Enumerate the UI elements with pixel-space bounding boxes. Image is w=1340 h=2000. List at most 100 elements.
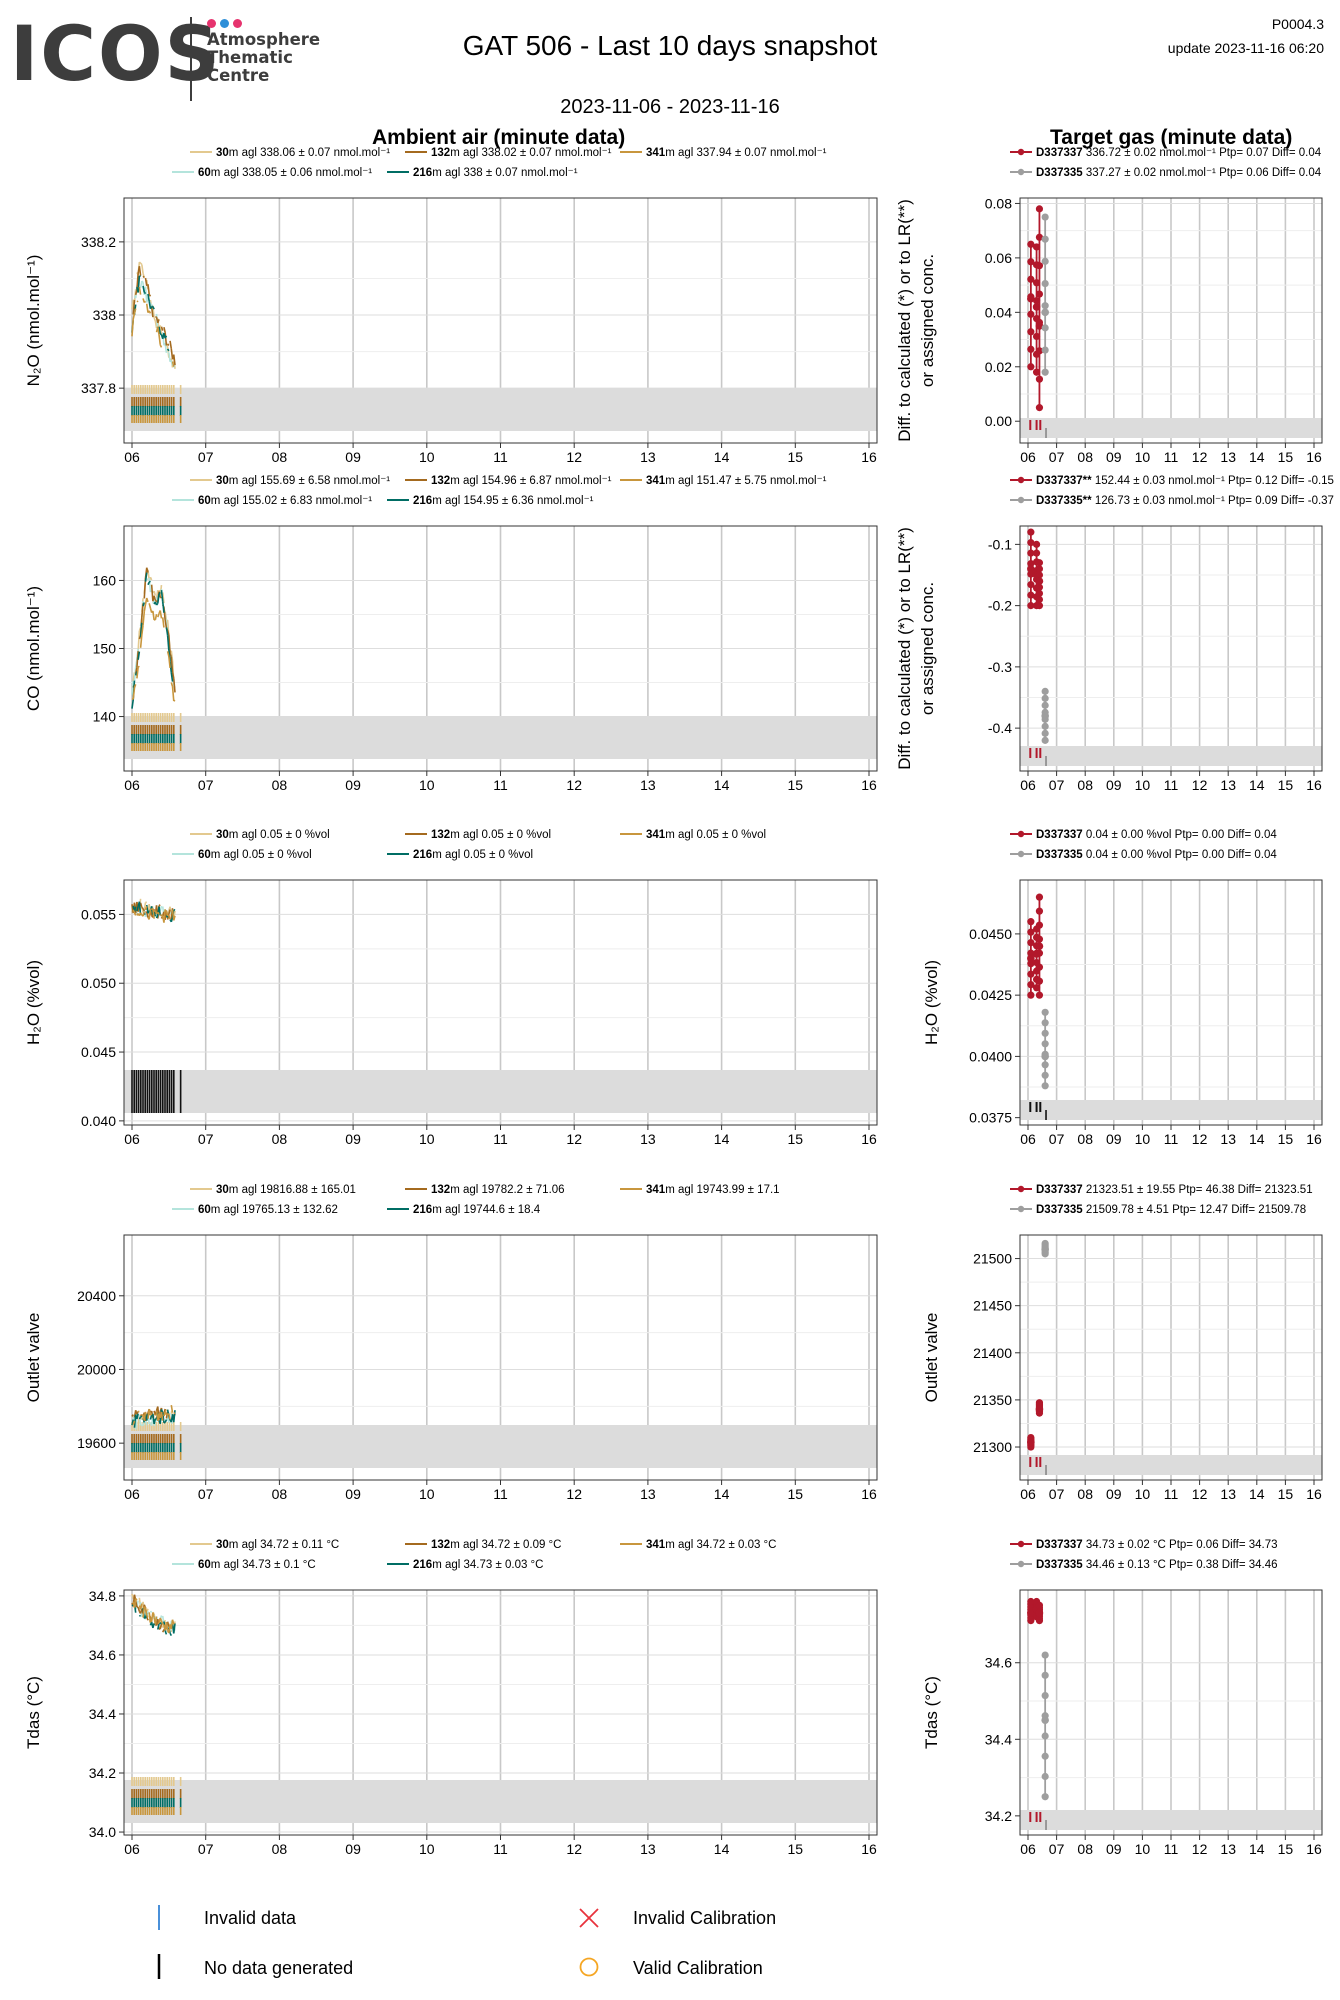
bottom-legend: Invalid data No data generated Invalid C… — [0, 1890, 1340, 1980]
series-segment — [138, 261, 142, 264]
x-tick-label: 12 — [566, 1841, 582, 1857]
target-point — [1027, 1609, 1035, 1617]
series-segment — [166, 630, 170, 636]
series-segment — [160, 1620, 164, 1625]
x-tick-label: 06 — [1020, 449, 1036, 465]
calibration-band — [124, 388, 877, 431]
series-segment — [144, 915, 148, 918]
target-point — [1041, 1671, 1049, 1679]
series-segment — [152, 908, 155, 919]
target-point — [1041, 694, 1049, 702]
x-tick-label: 13 — [640, 777, 656, 793]
legend-entry: D337337 336.72 ± 0.02 nmol.mol⁻¹ Ptp= 0.… — [1036, 147, 1322, 159]
series-segment — [149, 1413, 153, 1416]
series-segment — [165, 1413, 169, 1416]
series-segment — [136, 1411, 139, 1415]
x-tick-label: 09 — [345, 1486, 361, 1502]
panel-legend: 30m agl 338.06 ± 0.07 nmol.mol⁻¹ 132m agl… — [172, 147, 827, 179]
target-point — [1035, 907, 1044, 915]
target-point — [1027, 581, 1035, 589]
legend-entry: 341m agl 151.47 ± 5.75 nmol.mol⁻¹ — [646, 475, 827, 487]
series-segment — [133, 1598, 137, 1608]
series-segment — [157, 613, 160, 618]
panel-legend: D337337 34.73 ± 0.02 °C Ptp= 0.06 Diff= … — [1010, 1539, 1278, 1571]
document-code: P0004.3 — [1271, 16, 1324, 32]
valid-calibration-label: Valid Calibration — [633, 1958, 763, 1978]
x-tick-label: 15 — [788, 777, 804, 793]
series-segment — [145, 1616, 149, 1621]
series-segment — [143, 902, 147, 911]
target-point — [1032, 332, 1041, 341]
target-point — [1041, 729, 1049, 737]
y-tick-label: 0.0450 — [969, 926, 1012, 942]
x-tick-label: 15 — [1278, 777, 1294, 793]
series-segment — [147, 293, 150, 302]
series-segment — [136, 300, 139, 303]
series-segment — [142, 908, 146, 912]
series-segment — [131, 1593, 135, 1599]
series-segment — [139, 275, 141, 278]
series-segment — [157, 1622, 160, 1625]
target-point — [1027, 602, 1035, 610]
series-segment — [159, 333, 162, 336]
series-segment — [132, 672, 136, 682]
y-tick-label: 0.00 — [985, 413, 1012, 429]
logo-dot-icon — [220, 19, 229, 28]
x-tick-label: 14 — [714, 449, 730, 465]
x-tick-label: 06 — [1020, 1486, 1036, 1502]
y-tick-label: 0.08 — [985, 195, 1012, 211]
series-segment — [139, 902, 143, 908]
y-axis-label: Diff. to calculated (*) or to LR(**) — [895, 199, 914, 442]
target-point — [1041, 279, 1049, 288]
series-segment — [173, 908, 176, 912]
target-point — [1035, 375, 1044, 383]
ambient-panel-2: 30m agl 0.05 ± 0 %vol 132m agl 0.05 ± 0 %… — [24, 829, 878, 1147]
x-tick-label: 12 — [1192, 1131, 1208, 1147]
x-tick-label: 12 — [566, 777, 582, 793]
legend-entry: D337337** 152.44 ± 0.03 nmol.mol⁻¹ Ptp= … — [1036, 475, 1334, 487]
x-tick-label: 07 — [198, 449, 214, 465]
legend-marker — [1017, 850, 1025, 858]
ambient-panel-1: 30m agl 155.69 ± 6.58 nmol.mol⁻¹ 132m agl… — [24, 475, 878, 793]
series-segment — [143, 300, 147, 304]
legend-entry: 341m agl 34.72 ± 0.03 °C — [646, 1539, 776, 1551]
calibration-band — [1020, 1810, 1322, 1830]
series-segment — [135, 1598, 138, 1601]
series-segment — [166, 343, 170, 346]
series-segment — [145, 567, 149, 573]
ambient-panel-4: 30m agl 34.72 ± 0.11 °C 132m agl 34.72 ± … — [24, 1539, 878, 1857]
target-point — [1027, 549, 1035, 557]
series-segment — [171, 686, 175, 702]
x-tick-label: 14 — [1249, 777, 1265, 793]
series-segment — [149, 1620, 153, 1623]
target-point — [1041, 1019, 1049, 1027]
series-segment — [160, 326, 164, 331]
series-segment — [159, 1623, 163, 1630]
series-segment — [144, 906, 148, 911]
series-segment — [138, 286, 142, 295]
legend-entry: 60m agl 19765.13 ± 132.62 — [198, 1204, 338, 1216]
y-tick-label: 20400 — [77, 1288, 116, 1304]
series-segment — [147, 581, 150, 586]
series-segment — [161, 1629, 165, 1633]
series-segment — [169, 1632, 173, 1637]
legend-entry: 132m agl 154.96 ± 6.87 nmol.mol⁻¹ — [431, 475, 612, 487]
target-point — [1035, 893, 1044, 901]
target-point — [1027, 1597, 1035, 1606]
y-axis-label: Tdas (°C) — [24, 1676, 43, 1749]
y-tick-label: 21500 — [973, 1251, 1012, 1267]
panel-legend: 30m agl 0.05 ± 0 %vol 132m agl 0.05 ± 0 %… — [172, 829, 766, 861]
x-tick-label: 11 — [1164, 777, 1179, 793]
series-segment — [159, 914, 162, 917]
x-tick-label: 09 — [345, 1131, 361, 1147]
x-tick-label: 10 — [419, 1131, 435, 1147]
series-segment — [145, 911, 149, 918]
target-point — [1035, 921, 1044, 929]
y-tick-label: 20000 — [77, 1361, 116, 1377]
x-tick-label: 12 — [566, 1486, 582, 1502]
panel-legend: D337337 0.04 ± 0.00 %vol Ptp= 0.00 Diff=… — [1010, 829, 1277, 861]
series-segment — [143, 604, 147, 612]
x-tick-label: 11 — [493, 777, 508, 793]
target-point — [1041, 736, 1049, 744]
series-segment — [148, 1408, 152, 1416]
